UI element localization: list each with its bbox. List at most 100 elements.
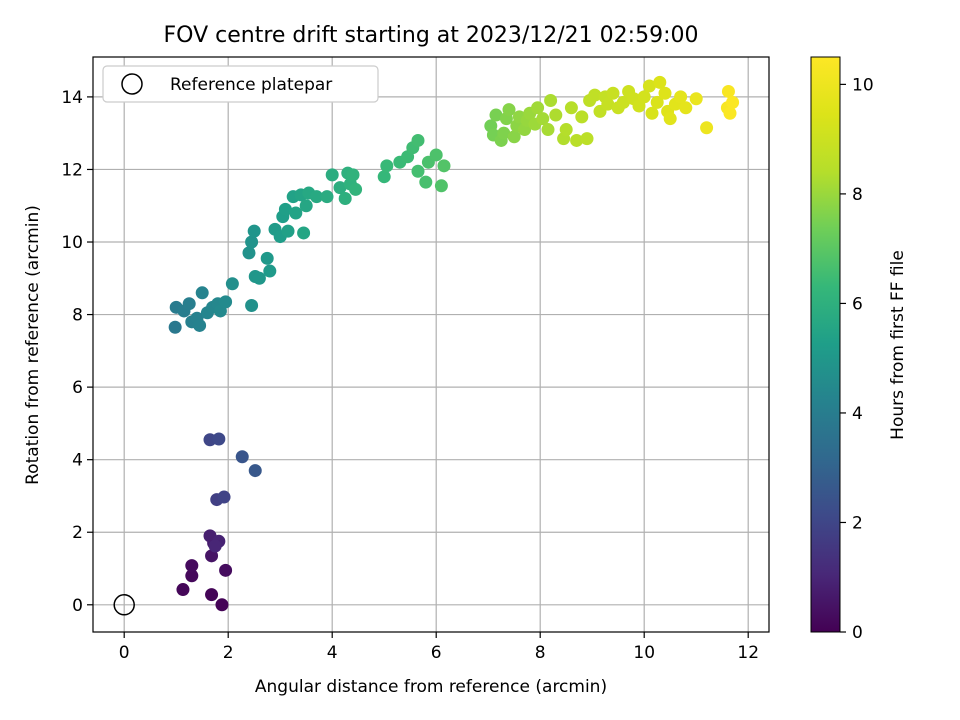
data-point	[580, 132, 594, 146]
data-point	[380, 159, 394, 173]
data-point	[723, 106, 737, 120]
data-point	[507, 130, 521, 144]
data-point	[297, 226, 311, 240]
x-tick-label: 2	[223, 643, 234, 663]
y-tick-label: 6	[72, 378, 83, 398]
chart-title: FOV centre drift starting at 2023/12/21 …	[164, 23, 699, 48]
data-point	[674, 90, 688, 104]
data-point	[299, 199, 313, 213]
data-point	[700, 121, 714, 135]
colorbar-tick-label: 2	[852, 513, 863, 533]
data-point	[559, 123, 573, 137]
data-point	[642, 79, 656, 93]
data-point	[320, 190, 334, 204]
legend: Reference platepar	[102, 65, 379, 103]
data-point	[549, 108, 563, 122]
data-point	[726, 95, 740, 109]
data-point	[349, 182, 363, 196]
x-tick-label: 8	[535, 643, 546, 663]
data-point	[497, 126, 511, 140]
x-tick-label: 4	[327, 643, 338, 663]
data-point	[544, 94, 558, 108]
x-axis-label: Angular distance from reference (arcmin)	[255, 677, 607, 697]
x-tick-label: 6	[431, 643, 442, 663]
y-axis-ticks: 0 2 4 6 8 10 12 14	[61, 88, 93, 616]
data-point	[310, 190, 324, 204]
data-point	[260, 251, 274, 265]
data-point	[434, 179, 448, 193]
data-point	[601, 97, 615, 111]
data-point	[208, 539, 222, 553]
colorbar	[810, 56, 841, 633]
data-point	[536, 112, 550, 126]
data-point	[637, 90, 651, 104]
data-point	[182, 297, 196, 311]
colorbar-tick-label: 6	[852, 294, 863, 314]
data-point	[281, 224, 295, 238]
x-tick-label: 12	[737, 643, 759, 663]
data-point	[219, 295, 233, 309]
data-point	[245, 299, 259, 313]
data-point	[205, 549, 219, 563]
reference-point	[113, 594, 135, 616]
y-tick-label: 2	[72, 523, 83, 543]
data-point	[679, 101, 693, 115]
grid	[93, 57, 769, 632]
data-point	[215, 598, 229, 612]
y-tick-label: 0	[72, 596, 83, 616]
x-tick-label: 0	[119, 643, 130, 663]
data-point	[247, 224, 261, 238]
y-axis-label: Rotation from reference (arcmin)	[23, 205, 43, 485]
data-point	[570, 133, 584, 147]
x-tick-label: 10	[633, 643, 655, 663]
data-point	[575, 110, 589, 124]
y-tick-label: 12	[61, 160, 83, 180]
y-tick-label: 4	[72, 451, 83, 471]
data-point	[531, 101, 545, 115]
data-point	[333, 181, 347, 195]
plot-frame	[92, 56, 770, 633]
data-point	[689, 92, 703, 106]
data-point	[606, 86, 620, 100]
data-point	[377, 170, 391, 184]
y-tick-label: 8	[72, 306, 83, 326]
data-point	[721, 84, 735, 98]
data-point	[263, 264, 277, 278]
data-points	[168, 75, 740, 612]
data-point	[429, 148, 443, 162]
data-point	[650, 95, 664, 109]
data-point	[212, 432, 226, 446]
legend-box	[102, 65, 379, 103]
data-point	[411, 164, 425, 178]
data-point	[219, 563, 233, 577]
colorbar-tick-label: 0	[852, 623, 863, 643]
colorbar-label: Hours from first FF file	[888, 250, 908, 440]
y-tick-label: 14	[61, 88, 83, 108]
data-point	[245, 235, 259, 249]
data-point	[242, 246, 256, 260]
data-point	[564, 101, 578, 115]
colorbar-tick-label: 8	[852, 185, 863, 205]
data-point	[653, 75, 667, 89]
data-point	[588, 88, 602, 102]
data-point	[176, 583, 190, 597]
data-point	[185, 569, 199, 583]
data-point	[289, 206, 303, 220]
data-point	[419, 175, 433, 189]
colorbar-tick-label: 10	[852, 75, 874, 95]
data-point	[193, 318, 207, 332]
data-point	[411, 133, 425, 147]
y-tick-label: 10	[61, 233, 83, 253]
data-point	[663, 112, 677, 126]
x-axis-ticks: 0 2 4 6 8 10 12	[119, 632, 759, 663]
data-point	[235, 450, 249, 464]
data-point	[217, 490, 231, 504]
data-point	[658, 86, 672, 100]
data-point	[346, 168, 360, 182]
legend-entry: Reference platepar	[170, 75, 332, 95]
data-point	[437, 159, 451, 173]
data-point	[616, 95, 630, 109]
data-point	[502, 103, 516, 117]
colorbar-tick-label: 4	[852, 404, 863, 424]
